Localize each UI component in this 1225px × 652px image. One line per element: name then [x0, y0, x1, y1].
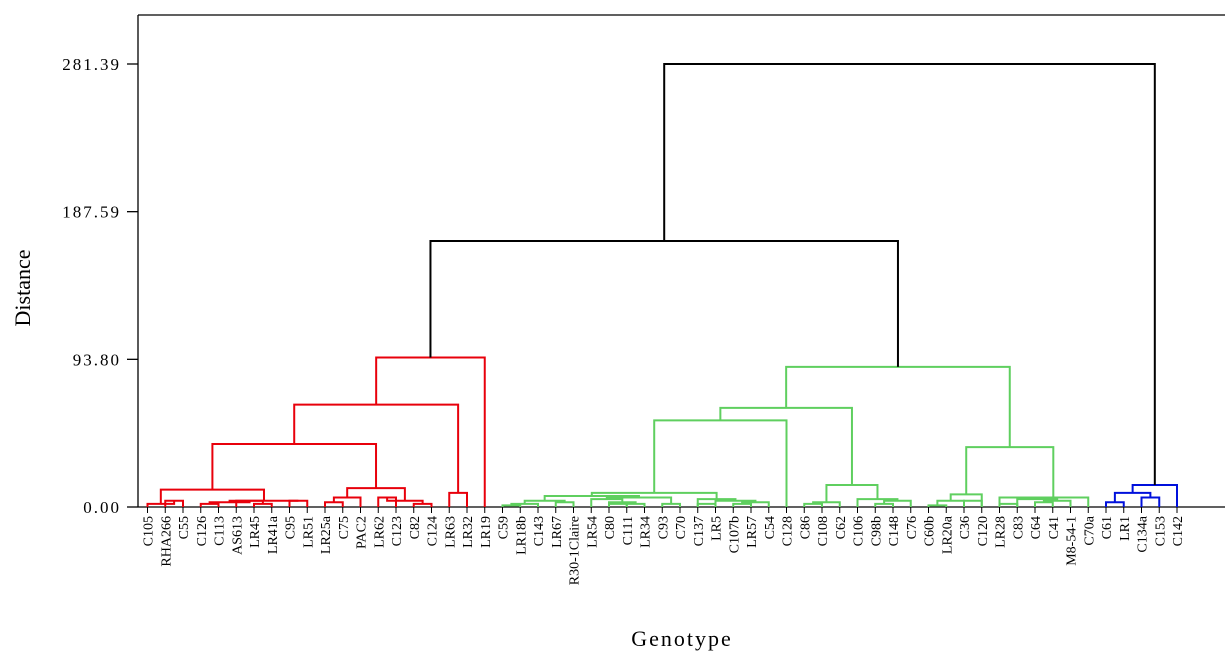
dendrogram-link — [429, 239, 899, 367]
dendrogram-link — [1140, 496, 1161, 507]
y-axis-title: Distance — [10, 250, 35, 327]
leaf-label: LR63 — [443, 516, 458, 548]
leaf-label: LR62 — [372, 516, 387, 548]
dendrogram-link — [377, 496, 397, 507]
leaf-label: C106 — [852, 516, 867, 546]
leaf-label: R30-1Claire — [568, 516, 583, 585]
leaf-label: AS613 — [230, 516, 245, 555]
leaf-label: C123 — [390, 516, 405, 546]
leaf-label: C70 — [674, 516, 689, 539]
x-axis-leaf-labels: C105 RHA266 C55 C126 C113 AS613 LR45 LR41a C95 LR… — [142, 507, 1186, 585]
leaf-label: C60b — [923, 516, 938, 546]
leaf-label: LR51 — [301, 516, 316, 548]
y-tick-label: 93.80 — [73, 350, 121, 369]
leaf-label: C76 — [905, 516, 920, 539]
leaf-label: C83 — [1011, 516, 1026, 539]
leaf-label: C82 — [408, 516, 423, 539]
leaf-label: C70a — [1082, 515, 1097, 545]
dendrogram-branches — [146, 63, 1178, 507]
leaf-label: C111 — [621, 516, 636, 545]
leaf-label: LR45 — [248, 516, 263, 548]
leaf-label: LR19 — [479, 516, 494, 548]
leaf-label: LR32 — [461, 516, 476, 548]
leaf-label: C61 — [1100, 516, 1115, 539]
dendrogram-link — [375, 356, 486, 507]
leaf-label: LR57 — [745, 516, 760, 548]
leaf-label: LR5 — [710, 516, 725, 541]
leaf-label: C105 — [142, 516, 157, 546]
dendrogram-link — [448, 491, 468, 507]
leaf-label: C95 — [284, 516, 299, 539]
leaf-label: C134a — [1136, 515, 1151, 552]
dendrogram-link — [1034, 501, 1054, 507]
dendrogram-link — [965, 446, 1055, 498]
dendrogram-link — [714, 499, 757, 507]
leaf-label: LR18b — [514, 516, 529, 555]
leaf-label: C86 — [798, 516, 813, 539]
x-axis-title: Genotype — [631, 626, 733, 651]
leaf-label: LR67 — [550, 516, 565, 548]
dendrogram-link — [386, 497, 424, 504]
leaf-label: C113 — [213, 516, 228, 546]
leaf-label: LR54 — [585, 516, 600, 548]
leaf-label: M8-54-1 — [1065, 516, 1080, 566]
leaf-label: C98b — [869, 516, 884, 546]
dendrogram-link — [653, 419, 788, 507]
leaf-label: C148 — [887, 516, 902, 546]
dendrogram-link — [883, 499, 912, 507]
leaf-label: C137 — [692, 516, 707, 546]
y-axis: 0.00 93.80 187.59 281.39 — [62, 55, 138, 517]
leaf-label: LR25a — [319, 515, 334, 554]
leaf-label: C120 — [976, 516, 991, 546]
dendrogram-link — [1042, 499, 1072, 507]
leaf-label: LR41a — [266, 515, 281, 554]
dendrogram-link — [543, 494, 640, 501]
leaf-label: C93 — [656, 516, 671, 539]
leaf-label: C36 — [958, 516, 973, 539]
leaf-label: C41 — [1047, 516, 1062, 539]
dendrogram-link — [785, 365, 1011, 448]
leaf-label: C62 — [834, 516, 849, 539]
dendrogram-link — [523, 499, 566, 504]
y-tick-label: 187.59 — [62, 203, 121, 222]
leaf-label: C64 — [1029, 516, 1044, 539]
leaf-label: LR28 — [994, 516, 1009, 548]
dendrogram-link — [1105, 501, 1125, 507]
leaf-label: C128 — [781, 516, 796, 546]
leaf-label: C124 — [426, 516, 441, 546]
leaf-label: C54 — [763, 516, 778, 539]
dendrogram-link — [293, 403, 460, 493]
y-tick-label: 0.00 — [83, 498, 121, 517]
dendrogram-link — [211, 443, 378, 490]
dendrogram-link — [501, 504, 522, 507]
leaf-label: C142 — [1171, 516, 1186, 546]
leaf-label: C107b — [727, 516, 742, 553]
dendrogram-link — [324, 501, 344, 507]
leaf-label: C126 — [195, 516, 210, 546]
leaf-label: RHA266 — [159, 516, 174, 567]
dendrogram-link — [1131, 483, 1178, 507]
leaf-label: C80 — [603, 516, 618, 539]
dendrogram-link — [927, 504, 948, 507]
dendrogram-link — [1018, 496, 1090, 507]
leaf-label: C59 — [497, 516, 512, 539]
leaf-label: C55 — [177, 516, 192, 539]
dendrogram-link — [228, 499, 299, 503]
y-tick-label: 281.39 — [62, 55, 121, 74]
dendrogram-link — [663, 63, 1156, 485]
leaf-label: LR20a — [940, 515, 955, 554]
plot-frame — [137, 14, 1225, 508]
leaf-label: C153 — [1153, 516, 1168, 546]
dendrogram-link — [554, 501, 575, 507]
leaf-label: LR1 — [1118, 516, 1133, 541]
leaf-label: C75 — [337, 516, 352, 539]
leaf-label: LR34 — [639, 516, 654, 548]
leaf-label: C143 — [532, 516, 547, 546]
leaf-label: C108 — [816, 516, 831, 546]
leaf-label: PAC2 — [355, 516, 370, 549]
dendrogram-link — [963, 499, 983, 507]
